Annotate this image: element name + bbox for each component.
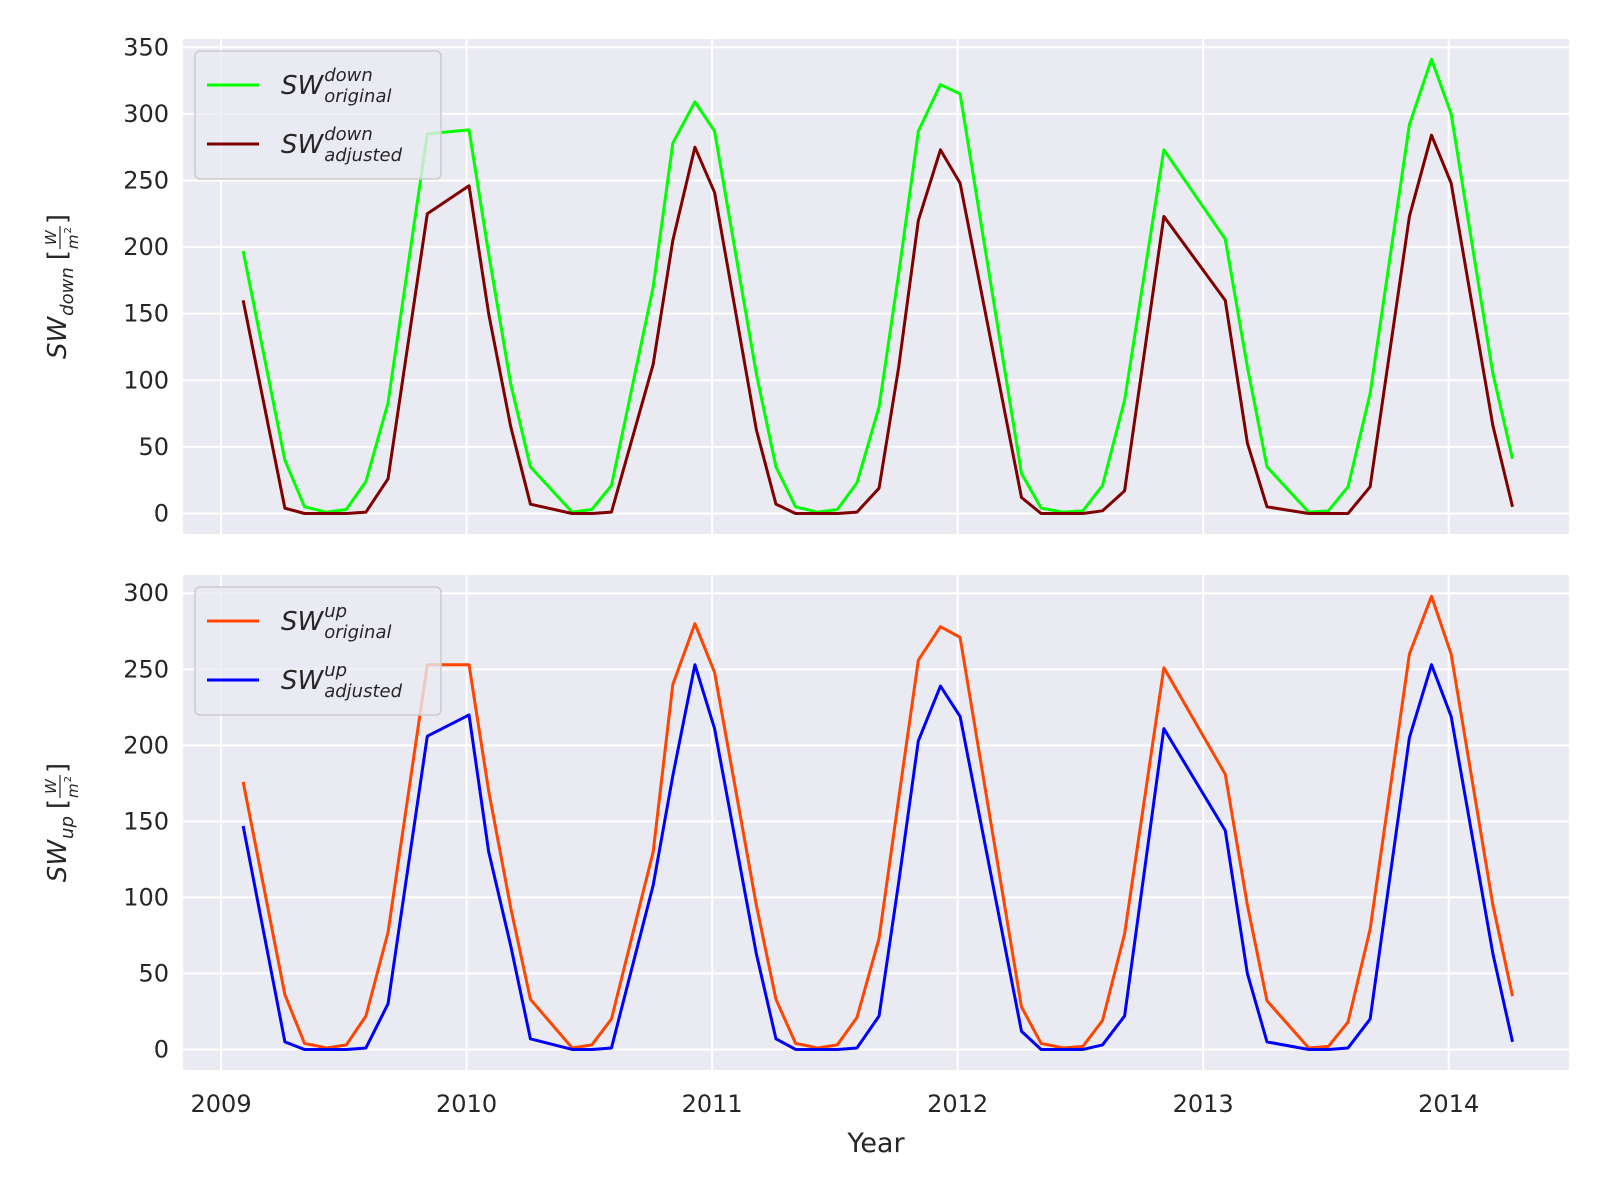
legend-label-sub: original (324, 86, 391, 107)
y-tick-label: 300 (123, 579, 169, 607)
legend-label: SW (281, 666, 325, 696)
y-tick-label: 0 (154, 1035, 169, 1063)
y-tick-label: 50 (138, 433, 169, 461)
y-tick-label: 100 (123, 883, 169, 911)
y-tick-label: 250 (123, 655, 169, 683)
y-axis-label-part: down (57, 267, 78, 316)
y-axis-label-part: 2 (63, 227, 74, 233)
legend-label-sup: down (324, 65, 373, 86)
data-line (241, 133, 1514, 515)
legend-label-sub: original (324, 622, 391, 643)
legend-label-sup: up (324, 660, 347, 681)
y-axis-label-part: W (42, 229, 60, 245)
y-tick-label: 350 (123, 33, 169, 61)
y-axis-label-part: [ (43, 799, 73, 809)
x-tick-label: 2014 (1418, 1090, 1479, 1118)
data-line (241, 663, 1514, 1051)
x-tick-label: 2013 (1173, 1090, 1234, 1118)
legend-label-sub: adjusted (324, 681, 402, 702)
y-tick-label: 0 (154, 499, 169, 527)
x-tick-label: 2009 (191, 1090, 252, 1118)
legend-box (194, 586, 442, 716)
y-tick-label: 200 (123, 731, 169, 759)
y-axis-label-part: [ (43, 250, 73, 260)
legend-label: SW (281, 71, 325, 101)
y-axis-label-part: SW (43, 316, 73, 360)
legend-box (194, 50, 442, 180)
y-tick-label: 100 (123, 366, 169, 394)
y-axis-label-part: ] (43, 214, 73, 224)
y-tick-label: 250 (123, 166, 169, 194)
x-tick-label: 2011 (682, 1090, 743, 1118)
y-axis-label-part: m (64, 234, 82, 249)
y-tick-label: 150 (123, 300, 169, 328)
x-tick-label: 2012 (927, 1090, 988, 1118)
y-axis-label-part: W (42, 778, 60, 794)
y-axis-label-part: ] (43, 763, 73, 773)
y-tick-label: 300 (123, 100, 169, 128)
y-tick-label: 50 (138, 959, 169, 987)
y-tick-label: 150 (123, 807, 169, 835)
y-axis-label-part: SW (43, 839, 73, 883)
legend-label: SW (281, 130, 325, 160)
legend-label-sup: up (324, 601, 347, 622)
y-axis-label-part: up (57, 816, 78, 839)
y-tick-label: 200 (123, 233, 169, 261)
legend-label-sup: down (324, 124, 373, 145)
legend-label-sub: adjusted (324, 145, 402, 166)
legend-label: SW (281, 607, 325, 637)
y-axis-label-part: m (64, 783, 82, 798)
x-tick-label: 2010 (436, 1090, 497, 1118)
x-axis-label: Year (846, 1128, 905, 1159)
y-axis-label-part: 2 (63, 776, 74, 782)
